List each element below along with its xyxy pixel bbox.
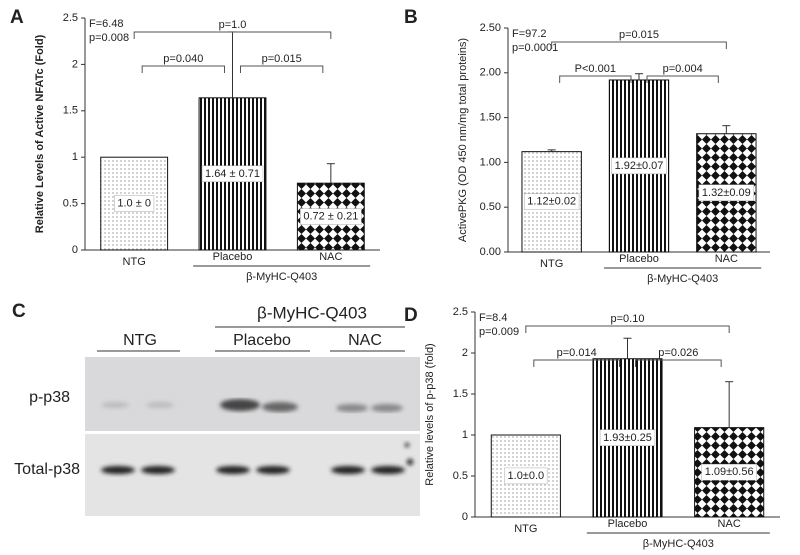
- panel-letter: B: [404, 7, 418, 28]
- row-label: p-p38: [29, 389, 70, 406]
- value-label-bg: [504, 467, 548, 485]
- bands: [101, 399, 403, 412]
- group-label: β-MyHC-Q403: [643, 538, 714, 550]
- value-label: 0.72 ± 0.21: [303, 210, 358, 222]
- row-label: Total-p38: [14, 461, 80, 478]
- bracket-label: p=0.014: [557, 347, 597, 359]
- x-tick-label: NTG: [123, 256, 146, 268]
- y-tick-label: 0: [462, 511, 468, 523]
- bracket: [635, 359, 722, 367]
- lane-label: NTG: [123, 332, 157, 349]
- blot-image: [85, 434, 420, 516]
- value-label: 1.12±0.02: [527, 196, 576, 208]
- stat-label: p=0.0001: [512, 42, 558, 54]
- y-tick-label: 1.50: [480, 112, 501, 124]
- stat-label: F=8.4: [479, 312, 507, 324]
- bracket-label: p=0.015: [619, 29, 659, 41]
- group-label: β-MyHC-Q403: [647, 273, 718, 285]
- y-tick-label: 1.5: [63, 105, 78, 117]
- bracket: [141, 65, 225, 73]
- value-label: 1.92±0.07: [615, 160, 664, 172]
- value-label-bg: [701, 463, 757, 481]
- y-tick-label: 2: [72, 58, 78, 70]
- stat-label: F=6.48: [89, 18, 124, 30]
- y-tick-label: 1.5: [453, 388, 468, 400]
- y-tick-label: 2.5: [453, 306, 468, 318]
- value-label-bg: [201, 165, 264, 183]
- lane-label: NAC: [348, 332, 382, 349]
- x-tick-label: NTG: [514, 523, 537, 535]
- y-axis-label: Relative Levels of Active NFATc (Fold): [34, 34, 46, 233]
- bracket: [525, 325, 730, 333]
- x-tick-label: Placebo: [608, 518, 648, 530]
- group-label: β-MyHC-Q403: [246, 271, 317, 283]
- value-label: 1.32±0.09: [702, 187, 751, 199]
- panel-letter: A: [10, 7, 24, 28]
- y-tick-label: 2.50: [480, 22, 501, 34]
- y-tick-label: 0.50: [480, 201, 501, 213]
- blot-group-label: β-MyHC-Q403: [257, 303, 367, 322]
- y-tick-label: 0.00: [480, 246, 501, 258]
- y-tick-label: 0: [72, 244, 78, 256]
- value-label-bg: [599, 429, 656, 447]
- bracket: [559, 75, 632, 83]
- value-label-bg: [698, 184, 755, 202]
- bracket-label: p=1.0: [219, 19, 247, 31]
- y-tick-label: 1: [462, 429, 468, 441]
- bands: [101, 443, 413, 474]
- x-tick-label: NAC: [319, 251, 342, 263]
- panel-letter: C: [12, 301, 26, 322]
- value-label-bg: [523, 193, 580, 210]
- bracket-label: p=0.040: [163, 53, 203, 65]
- bracket: [240, 65, 324, 73]
- y-tick-label: 1.00: [480, 156, 501, 168]
- value-label-bg: [114, 195, 155, 212]
- bracket: [533, 359, 620, 367]
- y-tick-label: 0.5: [453, 470, 468, 482]
- value-label: 1.93±0.25: [603, 432, 652, 444]
- x-tick-label: NAC: [718, 518, 741, 530]
- stat-label: p=0.008: [89, 32, 129, 44]
- bracket-label: P<0.001: [575, 63, 616, 75]
- value-label: 1.0 ± 0: [117, 198, 151, 210]
- blot-panel: C β-MyHC-Q403 NTG Placebo NAC p-p38 Tota…: [12, 301, 420, 516]
- blot-image: [85, 357, 420, 431]
- panel-letter: D: [404, 305, 418, 326]
- bracket: [646, 75, 719, 83]
- x-tick-label: Placebo: [619, 253, 659, 265]
- stat-label: p=0.009: [479, 326, 519, 338]
- bracket-label: p=0.004: [663, 63, 703, 75]
- bracket-label: p=0.026: [658, 347, 698, 359]
- y-tick-label: 2.5: [63, 12, 78, 24]
- bracket: [133, 31, 332, 39]
- stat-label: F=97.2: [512, 28, 547, 40]
- y-axis-label: ActivePKG (OD 450 nm/mg total proteins): [457, 38, 469, 242]
- value-label: 1.0±0.0: [508, 470, 545, 482]
- x-tick-label: NTG: [540, 258, 563, 270]
- bracket: [551, 41, 727, 49]
- value-label-bg: [300, 208, 362, 225]
- lane-label: Placebo: [233, 332, 291, 349]
- y-axis-label: Relative levels of p-p38 (fold): [424, 343, 436, 485]
- x-tick-label: NAC: [715, 253, 738, 265]
- x-tick-label: Placebo: [213, 251, 253, 263]
- value-label: 1.64 ± 0.71: [205, 168, 260, 180]
- y-tick-label: 2.00: [480, 67, 501, 79]
- y-tick-label: 0.5: [63, 198, 78, 210]
- bracket-label: p=0.10: [611, 313, 645, 325]
- value-label: 1.09±0.56: [705, 466, 754, 478]
- y-tick-label: 1: [72, 151, 78, 163]
- y-tick-label: 2: [462, 347, 468, 359]
- bracket-label: p=0.015: [262, 53, 302, 65]
- value-label-bg: [611, 157, 667, 175]
